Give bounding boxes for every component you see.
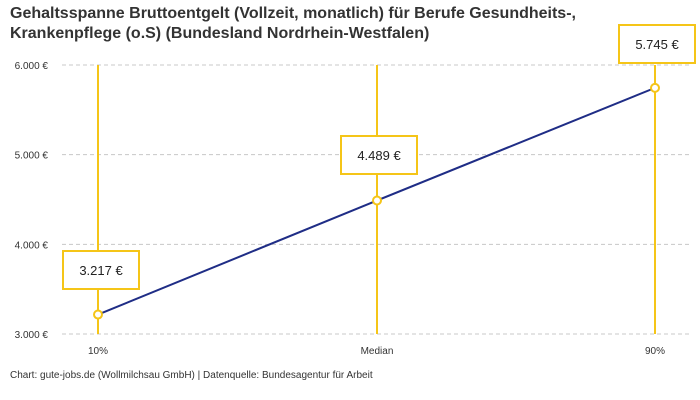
- x-tick-label: 10%: [88, 346, 108, 357]
- data-point-10pct: [93, 309, 103, 320]
- chart-source-footer: Chart: gute-jobs.de (Wollmilchsau GmbH) …: [10, 370, 373, 381]
- chart-title: Gehaltsspanne Bruttoentgelt (Vollzeit, m…: [10, 5, 576, 42]
- value-label: 3.217 €: [79, 263, 123, 278]
- y-tick-label: 3.000 €: [15, 330, 49, 341]
- value-label: 5.745 €: [635, 37, 679, 52]
- x-tick-label: 90%: [645, 346, 665, 357]
- value-callout-2: [618, 24, 696, 64]
- x-tick-label: Median: [361, 346, 394, 357]
- y-tick-label: 5.000 €: [15, 151, 49, 162]
- y-tick-label: 4.000 €: [15, 240, 49, 251]
- data-point-median: [372, 195, 382, 206]
- y-tick-label: 6.000 €: [15, 61, 49, 72]
- value-callout-0: [62, 250, 140, 290]
- data-point-90pct: [650, 82, 660, 93]
- value-label: 4.489 €: [357, 148, 401, 163]
- value-callout-1: [340, 135, 418, 175]
